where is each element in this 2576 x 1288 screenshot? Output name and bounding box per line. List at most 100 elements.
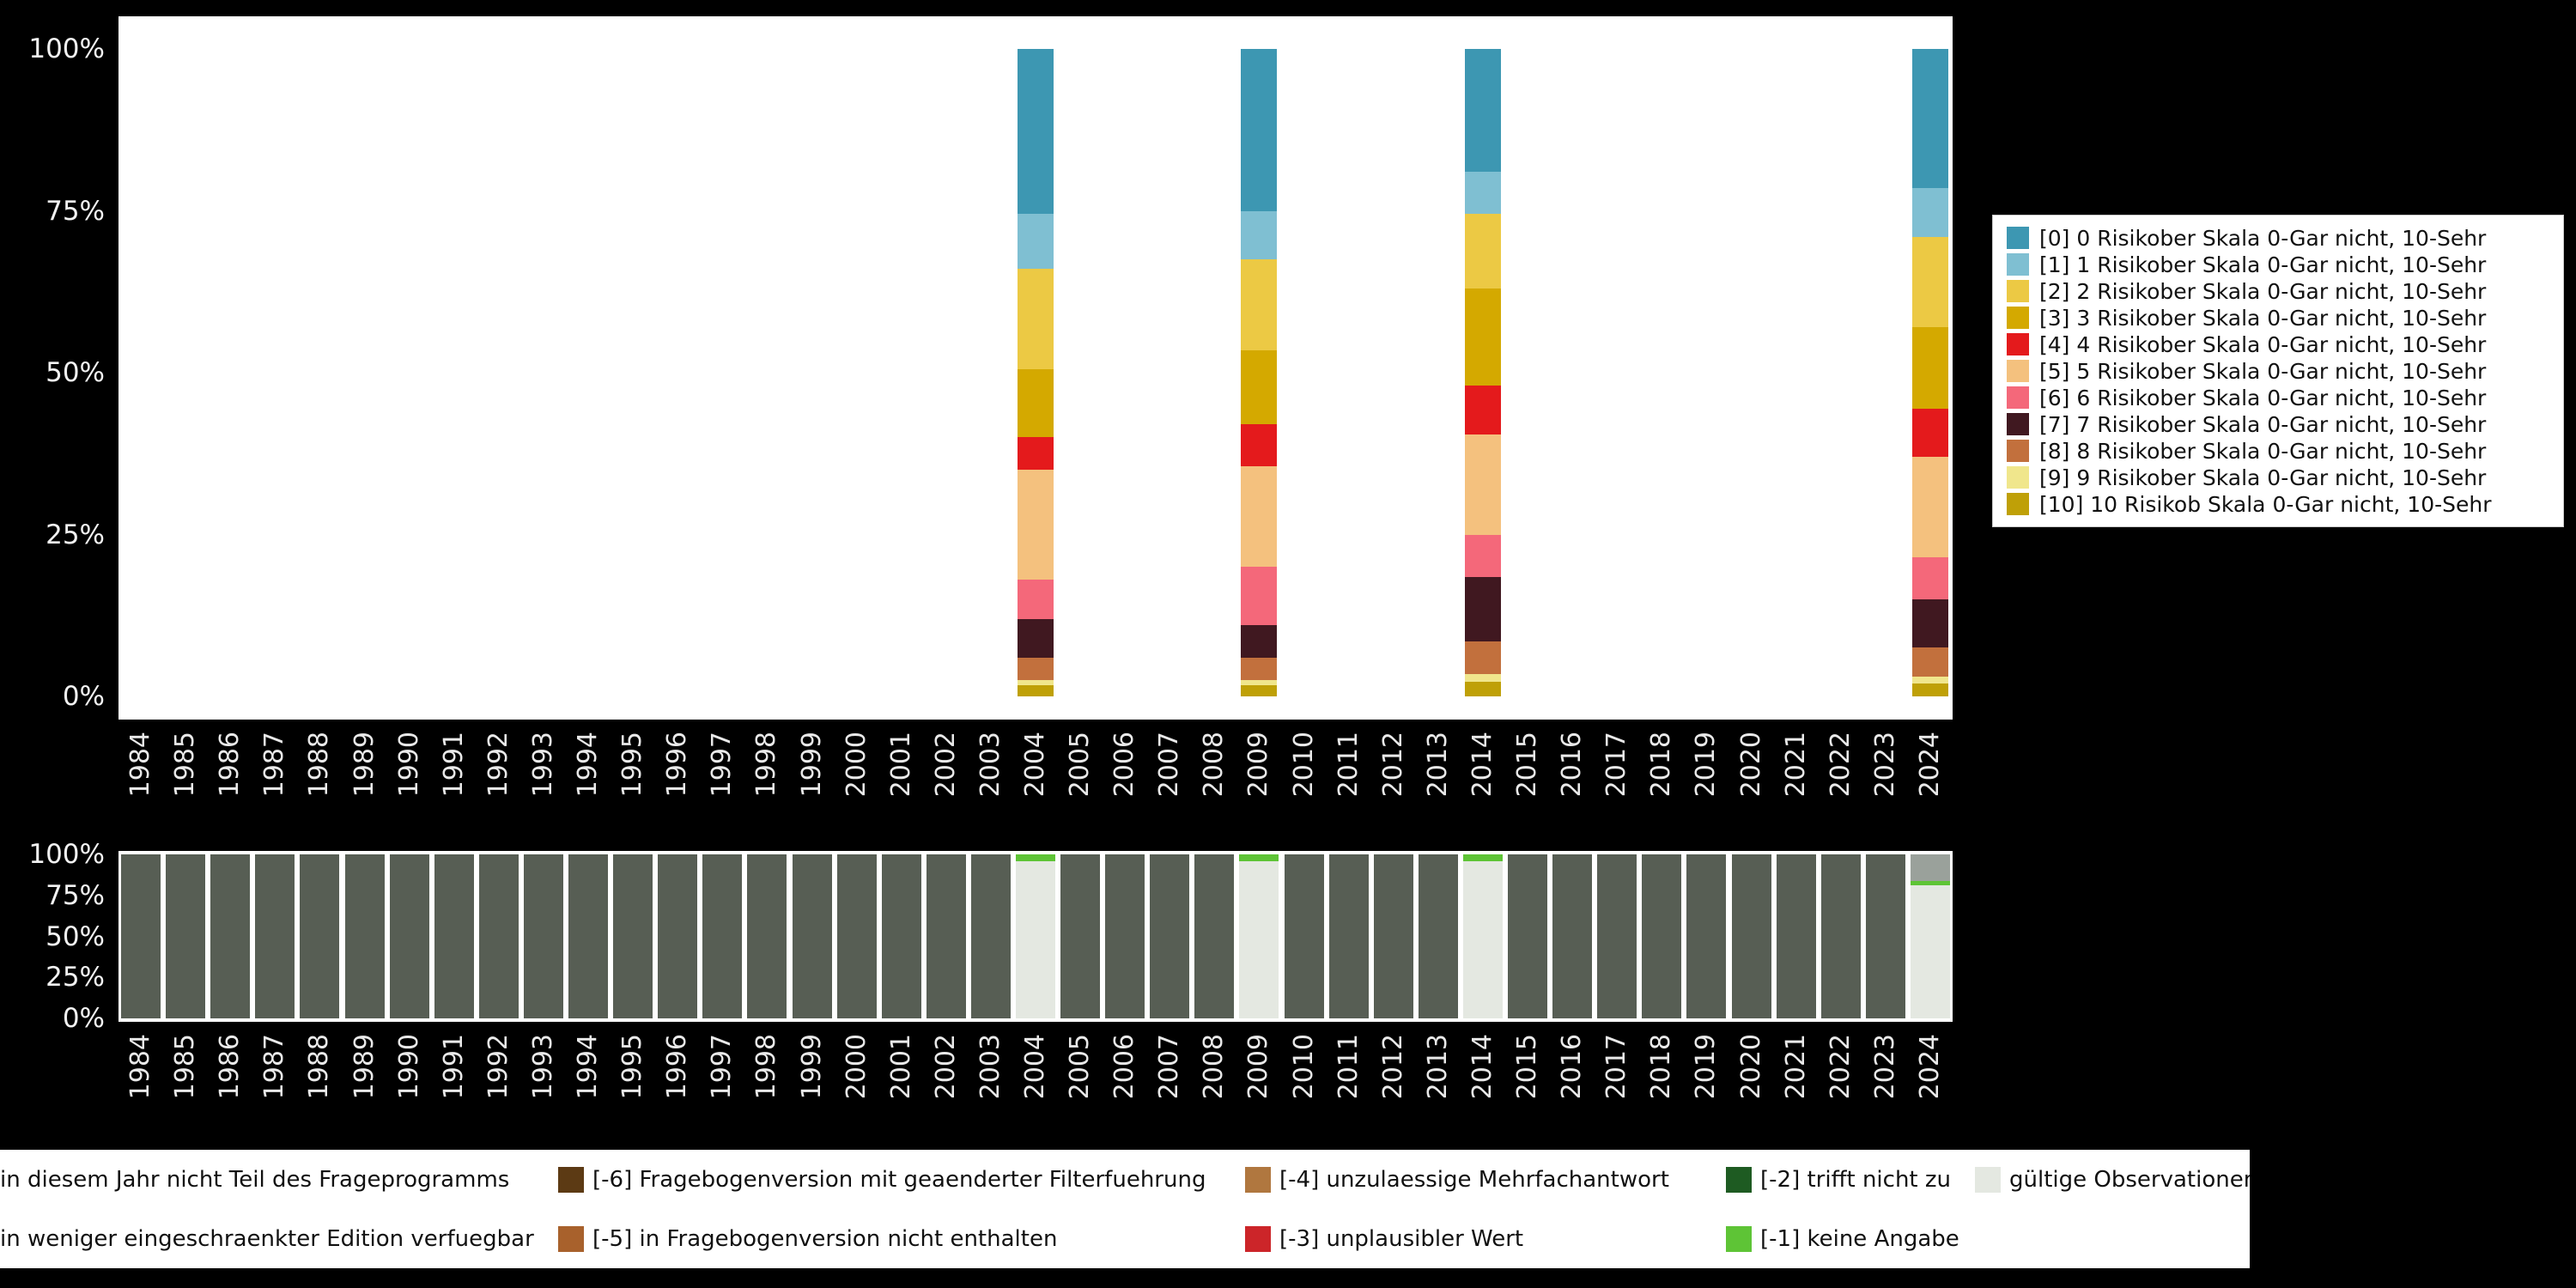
- x-tick-text: 2009: [1243, 732, 1274, 798]
- bar-segment: [1018, 214, 1054, 270]
- x-tick-text: 2004: [1020, 1034, 1050, 1100]
- bar-segment: [1910, 885, 1950, 1018]
- legend-item: [2] 2 Risikober Skala 0-Gar nicht, 10-Se…: [2007, 278, 2555, 305]
- bar-1992: [478, 854, 519, 1018]
- legend-label: [5] 5 Risikober Skala 0-Gar nicht, 10-Se…: [2039, 358, 2487, 384]
- bar-segment: [1018, 680, 1054, 686]
- x-tick-text: 2017: [1601, 732, 1632, 798]
- x-tick-text: 1998: [751, 1034, 782, 1100]
- bar-2022: [1820, 854, 1861, 1018]
- bar-1987: [255, 854, 295, 1018]
- y-tick-label: 75%: [46, 195, 105, 227]
- legend-swatch: [2007, 253, 2029, 276]
- bar-segment: [1239, 854, 1279, 861]
- x-tick-text: 2002: [930, 1034, 961, 1100]
- x-tick-text: 2000: [841, 1034, 872, 1100]
- x-tick-text: 1993: [527, 1034, 558, 1100]
- x-tick-text: 1987: [259, 1034, 290, 1100]
- bar-segment: [658, 854, 698, 1018]
- legend-label: [8] 8 Risikober Skala 0-Gar nicht, 10-Se…: [2039, 438, 2487, 464]
- bar-1988: [300, 854, 340, 1018]
- bar-2024: [1911, 49, 1948, 696]
- bar-2013: [1418, 854, 1458, 1018]
- x-tick-text: 2014: [1467, 732, 1498, 798]
- x-tick-text: 2019: [1691, 732, 1722, 798]
- bar-segment: [1018, 49, 1054, 215]
- bar-segment: [1018, 269, 1054, 370]
- bar-segment: [1597, 854, 1637, 1018]
- legend-label: [-2] trifft nicht zu: [1760, 1166, 1952, 1193]
- legend-label: [1] 1 Risikober Skala 0-Gar nicht, 10-Se…: [2039, 252, 2487, 277]
- bar-segment: [1239, 860, 1279, 1018]
- x-tick-text: 2016: [1557, 1034, 1588, 1100]
- bar-segment: [1464, 49, 1501, 173]
- x-tick-text: 1994: [573, 732, 604, 798]
- bar-segment: [1241, 625, 1278, 658]
- x-tick-text: 1996: [662, 1034, 693, 1100]
- bar-2000: [836, 854, 877, 1018]
- bar-2020: [1731, 854, 1771, 1018]
- x-tick-text: 1997: [707, 1034, 738, 1100]
- bar-1991: [434, 854, 474, 1018]
- y-tick-label: 0%: [62, 681, 105, 712]
- bar-segment: [1464, 434, 1501, 535]
- legend-label: [7] 7 Risikober Skala 0-Gar nicht, 10-Se…: [2039, 411, 2487, 437]
- legend-label: [-5] in Fragebogenversion nicht enthalte…: [592, 1225, 1058, 1252]
- legend-item: [3] 3 Risikober Skala 0-Gar nicht, 10-Se…: [2007, 305, 2555, 331]
- legend-swatch: [1726, 1166, 1752, 1193]
- missings-legend: in diesem Jahr nicht Teil des Frageprogr…: [0, 1150, 2250, 1268]
- x-tick-text: 1985: [170, 1034, 201, 1100]
- x-tick-text: 1984: [125, 732, 156, 798]
- legend-item: [10] 10 Risikob Skala 0-Gar nicht, 10-Se…: [2007, 491, 2555, 518]
- bar-2015: [1508, 854, 1548, 1018]
- bar-1993: [523, 854, 563, 1018]
- bar-segment: [1373, 854, 1413, 1018]
- legend-item: [-1] keine Angabe: [1726, 1225, 1975, 1252]
- legend-label: [-1] keine Angabe: [1760, 1225, 1959, 1252]
- x-tick-text: 2005: [1065, 1034, 1096, 1100]
- legend-swatch: [2007, 307, 2029, 329]
- x-tick-text: 2021: [1780, 732, 1811, 798]
- bar-segment: [1018, 657, 1054, 681]
- bar-segment: [1241, 349, 1278, 425]
- x-tick-text: 1995: [617, 732, 648, 798]
- legend-swatch: [558, 1166, 584, 1193]
- x-tick-text: 2020: [1735, 1034, 1766, 1100]
- x-tick-text: 2010: [1288, 732, 1319, 798]
- bar-2021: [1776, 854, 1816, 1018]
- legend-label: in weniger eingeschraenkter Edition verf…: [0, 1225, 534, 1252]
- y-tick-label: 25%: [46, 962, 105, 993]
- bar-1996: [658, 854, 698, 1018]
- x-tick-text: 2015: [1512, 732, 1543, 798]
- x-tick-text: 2011: [1333, 1034, 1364, 1100]
- x-tick-text: 1993: [527, 732, 558, 798]
- bar-1990: [389, 854, 429, 1018]
- bar-segment: [1241, 466, 1278, 568]
- bar-segment: [1241, 685, 1278, 696]
- bar-segment: [1464, 534, 1501, 577]
- bar-segment: [389, 854, 429, 1018]
- x-tick-text: 2008: [1199, 1034, 1230, 1100]
- legend-item: [-2] trifft nicht zu: [1726, 1166, 1975, 1193]
- x-tick-text: 1986: [215, 732, 246, 798]
- x-tick-text: 2021: [1780, 1034, 1811, 1100]
- x-tick-text: 2023: [1869, 732, 1900, 798]
- legend-item: in diesem Jahr nicht Teil des Frageprogr…: [0, 1167, 558, 1193]
- y-tick-label: 100%: [28, 33, 105, 64]
- legend-label: gültige Observationen: [2009, 1166, 2250, 1193]
- x-tick-text: 1992: [483, 732, 513, 798]
- bar-2006: [1105, 854, 1145, 1018]
- bar-2009: [1239, 854, 1279, 1018]
- legend-swatch: [2007, 386, 2029, 409]
- bar-segment: [881, 854, 921, 1018]
- bar-segment: [300, 854, 340, 1018]
- y-tick-label: 100%: [28, 839, 105, 870]
- x-tick-text: 1994: [573, 1034, 604, 1100]
- bar-segment: [1150, 854, 1190, 1018]
- x-tick-text: 2023: [1869, 1034, 1900, 1100]
- bar-segment: [1018, 618, 1054, 658]
- bar-2018: [1642, 854, 1682, 1018]
- bar-2009: [1241, 49, 1278, 696]
- x-tick-text: 1987: [259, 732, 290, 798]
- bar-2012: [1373, 854, 1413, 1018]
